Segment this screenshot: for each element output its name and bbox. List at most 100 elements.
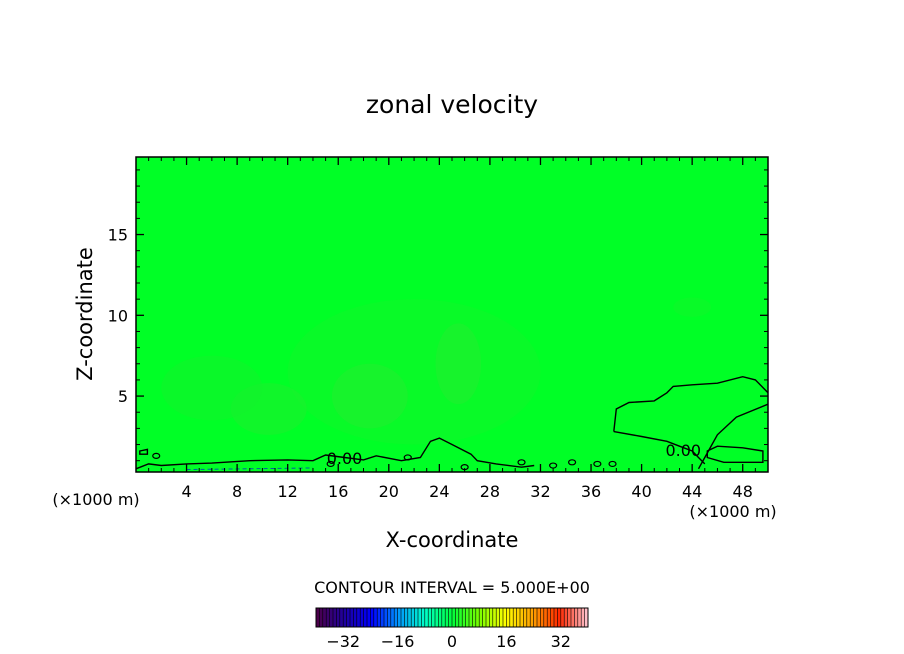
x-tick-label: 36 [581, 482, 601, 501]
x-tick-label: 40 [631, 482, 651, 501]
x-tick-label: 20 [379, 482, 399, 501]
colorbar-cell [503, 608, 507, 627]
contour-line [706, 445, 764, 463]
x-tick-label: 32 [530, 482, 550, 501]
colorbar-cell [567, 608, 572, 627]
x-axis-label: X-coordinate [386, 528, 519, 552]
contour-line [613, 375, 769, 432]
field-shade [673, 297, 712, 317]
colorbar-cell [465, 608, 470, 627]
colorbar-cell [479, 608, 483, 627]
x-tick-label: 24 [429, 482, 449, 501]
contour-loop [326, 460, 335, 468]
colorbar-cell [452, 608, 456, 627]
x-unit-left: (×1000 m) [52, 490, 139, 509]
field-shading [161, 297, 712, 445]
y-tick-label: 5 [118, 387, 128, 406]
colorbar-tick-label: 16 [496, 632, 516, 651]
colorbar-cell [353, 608, 357, 627]
colorbar-cell [316, 608, 320, 627]
x-tick-label: 16 [328, 482, 348, 501]
colorbar-cell [421, 608, 425, 627]
colorbar-cell [472, 608, 476, 627]
x-tick-label: 44 [682, 482, 702, 501]
contour-loop [608, 460, 617, 468]
colorbar-tick-label: 32 [551, 632, 571, 651]
colorbar-cell [482, 608, 487, 627]
colorbar-cell [462, 608, 466, 627]
colorbar-cell [356, 608, 361, 627]
colorbar-cell [486, 608, 490, 627]
colorbar-cell [414, 608, 419, 627]
contour-line [135, 437, 535, 470]
colorbar-cell [564, 608, 568, 627]
colorbar-cell [513, 608, 517, 627]
colorbar-cell [360, 608, 364, 627]
colorbar [315, 607, 589, 628]
colorbar-cell [428, 608, 432, 627]
colorbar-cell [370, 608, 374, 627]
colorbar-cell [336, 608, 340, 627]
colorbar-cell [343, 608, 347, 627]
x-ticks: 4 8 12 16 20 24 28 32 36 40 44 48 [148, 157, 756, 501]
colorbar-cell [346, 608, 351, 627]
colorbar-cell [540, 608, 544, 627]
contour-loop [403, 454, 412, 461]
colorbar-cell [322, 608, 327, 627]
colorbar-cell [380, 608, 385, 627]
colorbar-cell [363, 608, 368, 627]
colorbar-cell [547, 608, 551, 627]
colorbar-cell [533, 608, 538, 627]
colorbar-cell [469, 608, 473, 627]
colorbar-cell [492, 608, 497, 627]
colorbar-cell [441, 608, 446, 627]
colorbar-cell [431, 608, 436, 627]
colorbar-cell [520, 608, 524, 627]
contour-label: 0.00 [327, 449, 363, 468]
colorbar-cell [438, 608, 442, 627]
x-unit-right: (×1000 m) [689, 502, 776, 521]
colorbar-cell [387, 608, 391, 627]
field-shade [161, 355, 263, 421]
contour-loop [567, 459, 577, 466]
colorbar-cell [407, 608, 412, 627]
x-tick-label: 48 [733, 482, 753, 501]
field-shade [287, 299, 541, 445]
contour-label: 0.00 [665, 441, 701, 460]
colorbar-cell [577, 608, 582, 627]
colorbar-cell [509, 608, 514, 627]
colorbar-tick-label: −16 [381, 632, 415, 651]
x-tick-label: 12 [278, 482, 298, 501]
colorbar-cell [523, 608, 527, 627]
colorbar-cell [506, 608, 510, 627]
x-tick-label: 28 [480, 482, 500, 501]
colorbar-cell [496, 608, 500, 627]
field-shade [435, 323, 482, 405]
x-tick-label: 8 [232, 482, 242, 501]
colorbar-cell [557, 608, 561, 627]
colorbar-cell [584, 608, 589, 627]
colorbar-cell [329, 608, 334, 627]
colorbar-cell [574, 608, 578, 627]
colorbar-cell [550, 608, 555, 627]
colorbar-cell [554, 608, 558, 627]
contour-loop [593, 460, 602, 468]
field-shade [331, 363, 408, 429]
colorbar-cell [424, 608, 429, 627]
colorbar-cell [350, 608, 354, 627]
colorbar-cell [581, 608, 585, 627]
contour-loop [139, 448, 149, 455]
colorbar-cell [339, 608, 344, 627]
colorbar-cell [445, 608, 449, 627]
colorbar-tick-label: −32 [326, 632, 360, 651]
contour-line [613, 430, 706, 465]
y-axis-label: Z-coordinate [73, 247, 97, 381]
colorbar-cell [397, 608, 402, 627]
colorbar-cell [499, 608, 504, 627]
contour-loop [152, 452, 161, 459]
colorbar-cell [390, 608, 395, 627]
colorbar-cell [489, 608, 493, 627]
y-ticks: 5 10 15 [108, 169, 768, 462]
